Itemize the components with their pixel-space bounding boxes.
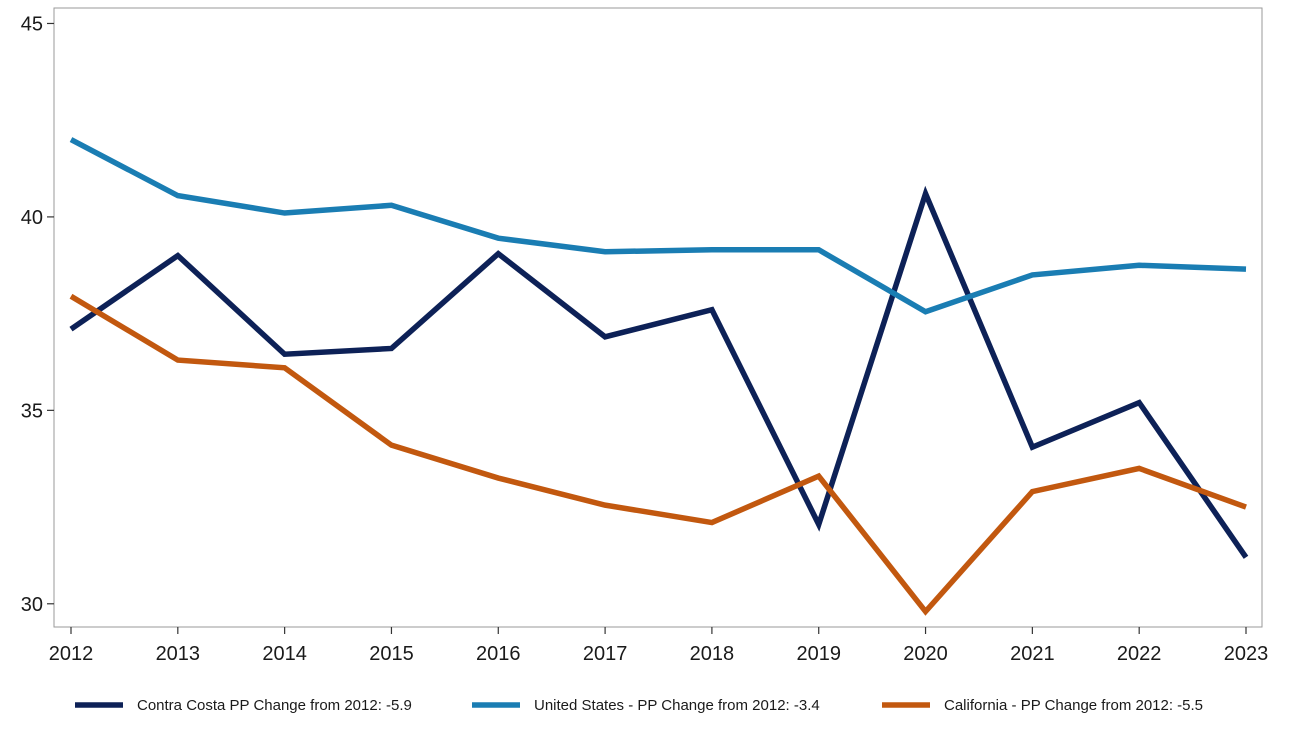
y-tick-label: 30 <box>21 594 43 616</box>
y-axis: 30 35 40 45 <box>21 13 54 616</box>
x-tick-label: 2018 <box>690 643 735 665</box>
series-layer <box>69 137 1249 616</box>
plot-frame <box>53 7 1263 628</box>
legend-label: Contra Costa PP Change from 2012: -5.9 <box>137 697 412 714</box>
x-tick-label: 2015 <box>369 643 414 665</box>
x-tick-label: 2014 <box>262 643 307 665</box>
legend: Contra Costa PP Change from 2012: -5.9 Un… <box>75 697 1203 714</box>
x-axis: 2012 2013 2014 2015 2016 2017 2018 2019 2020 2021… <box>49 627 1269 665</box>
series-line-california <box>69 293 1247 616</box>
legend-label: California - PP Change from 2012: -5.5 <box>944 697 1203 714</box>
x-tick-label: 2022 <box>1117 643 1162 665</box>
y-tick-label: 40 <box>21 207 43 229</box>
series-line-contra-costa <box>69 185 1249 559</box>
y-tick-label: 45 <box>21 13 43 35</box>
x-tick-label: 2021 <box>1010 643 1055 665</box>
y-tick-label: 35 <box>21 400 43 422</box>
x-tick-label: 2019 <box>796 643 841 665</box>
x-tick-label: 2013 <box>156 643 201 665</box>
x-tick-label: 2016 <box>476 643 521 665</box>
x-tick-label: 2017 <box>583 643 628 665</box>
x-tick-label: 2012 <box>49 643 94 665</box>
x-tick-label: 2020 <box>903 643 948 665</box>
legend-label: United States - PP Change from 2012: -3.… <box>534 697 820 714</box>
x-tick-label: 2023 <box>1224 643 1269 665</box>
series-line-united-states <box>69 137 1247 315</box>
